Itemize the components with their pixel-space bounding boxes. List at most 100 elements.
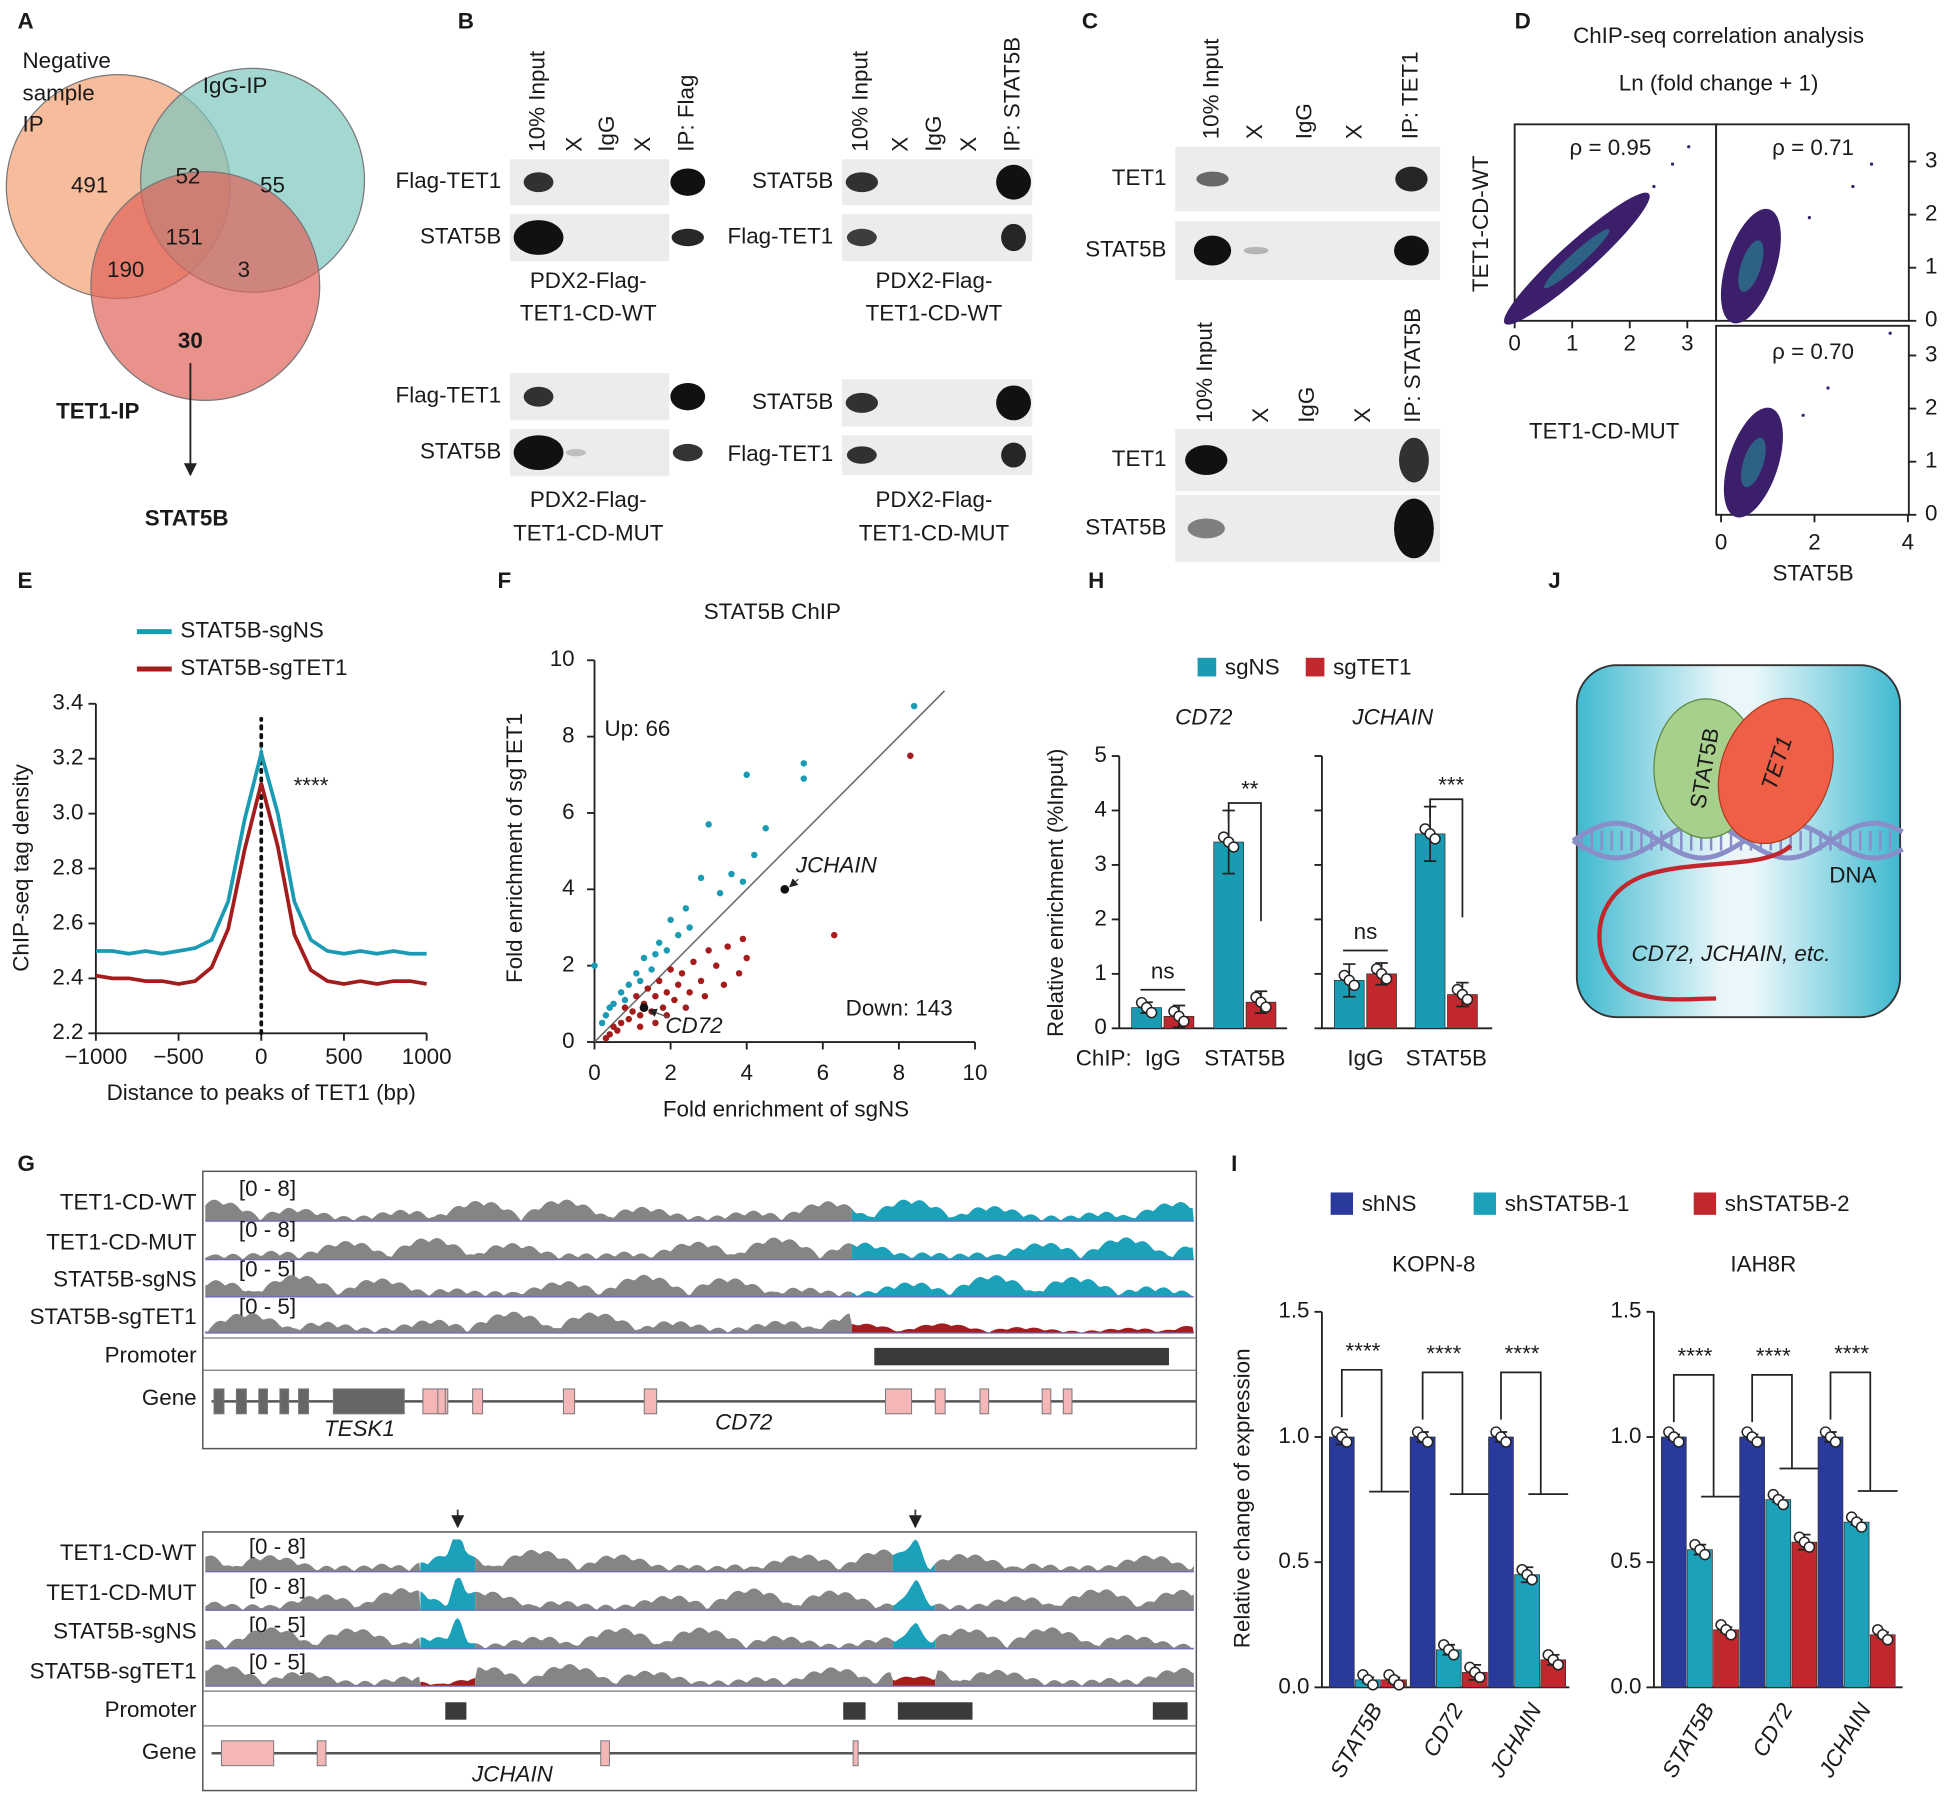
replicate-dot [1751,1436,1763,1448]
scatter-point [705,947,712,954]
exon [316,1740,327,1767]
track-signal [935,1554,1194,1572]
blot-band [513,435,564,471]
track-range: [0 - 8] [239,1176,296,1201]
lane-header: IgG [1294,387,1319,423]
x-tick-label: 2 [1624,330,1636,355]
scatter-point [724,943,731,950]
scatter-point [910,702,918,710]
x-tick-label: JCHAIN [1813,1698,1876,1782]
exon [852,1740,859,1767]
track-signal [420,1678,476,1687]
venn-circle [90,170,321,402]
track-signal [475,1627,893,1649]
subplot-title: CD72 [1175,705,1233,730]
lane-header: X [956,137,981,152]
y-tick-label: 0.5 [1278,1548,1309,1573]
promoter-block [897,1702,973,1720]
blot-band [565,448,586,457]
scatter-point [667,966,674,973]
track-signal [205,1588,421,1611]
density-dot [1652,184,1656,189]
scatter-point [705,821,712,828]
plot-frame [1715,123,1910,322]
y-tick-label: 2 [562,952,574,977]
track-signal [892,1676,936,1687]
density-dot [1807,215,1811,220]
y-tick-label: 3.4 [52,690,83,715]
blot-caption: PDX2-Flag- [876,487,993,512]
x-tick-label: STAT5B [1325,1699,1387,1782]
scatter-point [652,1019,659,1027]
annotation: ρ = 0.95 [1570,135,1652,160]
bar [1514,1574,1540,1688]
scatter-point [606,1004,613,1011]
scatter-point [633,970,640,977]
sig-bracket [1227,802,1262,922]
lane-header: IP: TET1 [1397,51,1422,139]
legend-label: STAT5B-sgNS [180,618,323,643]
x-tick-label: CD72 [1747,1698,1798,1761]
replicate-dot [1380,973,1393,985]
track-signal [475,1588,893,1611]
y-tick-label: 4 [562,875,574,900]
promoter-block [1152,1702,1188,1720]
panel-label: D [1515,8,1531,33]
subplot-title: JCHAIN [1351,705,1434,730]
replicate-dot [1673,1436,1685,1448]
x-label: Distance to peaks of TET1 (bp) [107,1080,416,1105]
exon [600,1740,610,1767]
y-tick-label: 0.0 [1278,1673,1309,1698]
lane-header: IgG [921,116,946,152]
scatter-point [671,996,678,1004]
point-label: JCHAIN [795,853,878,878]
track-signal [205,1274,852,1297]
venn-target: STAT5B [145,506,229,531]
legend-label: shSTAT5B-1 [1505,1191,1630,1216]
promoter-block [843,1702,866,1720]
significance: **** [1426,1341,1461,1366]
gene-name: TESK1 [324,1416,395,1441]
track-name: STAT5B-sgTET1 [30,1304,197,1329]
annotation: ρ = 0.70 [1772,339,1854,364]
replicate-dot [1526,1573,1538,1586]
legend-label: shSTAT5B-2 [1725,1191,1850,1216]
significance: ns [1151,958,1175,983]
x-tick-label: 1000 [402,1044,452,1069]
track-signal [851,1275,1194,1297]
pointer [648,1008,669,1018]
scatter-point [762,825,769,832]
significance: **** [1834,1341,1869,1366]
density-dot [1826,386,1830,390]
track-name: TET1-CD-WT [60,1540,197,1565]
blot-band [1001,223,1026,252]
lane-header: 10% Input [1198,38,1223,140]
panel-label: B [458,8,474,33]
bar [1817,1436,1844,1688]
significance: *** [1438,773,1464,798]
y-tick-label: 2.8 [52,854,83,879]
lane-header: 10% Input [848,50,873,152]
exon [279,1388,290,1415]
track-name: STAT5B-sgNS [53,1267,196,1292]
y-tick-label: 3 [1925,341,1937,366]
track-signal [420,1577,476,1611]
track-signal [851,1237,1194,1260]
y-tick-label: 3 [1925,147,1937,172]
y-tick-label: 0.5 [1610,1548,1641,1573]
scatter-point [678,970,686,977]
blot-row-label: STAT5B [752,168,833,193]
density-dot [1851,184,1855,189]
blot-band [671,228,704,247]
y-tick-label: 6 [562,799,574,824]
gene-name: CD72 [715,1410,773,1435]
exon [472,1388,484,1415]
blot-band [672,443,703,462]
significance: ** [1241,776,1259,801]
y-tick-label: 2 [1094,905,1106,930]
bar [1661,1436,1687,1688]
x-tick-label: −500 [153,1044,203,1069]
venn-count: 3 [238,257,250,282]
blot-band [513,220,564,255]
density-dot [1687,145,1691,149]
